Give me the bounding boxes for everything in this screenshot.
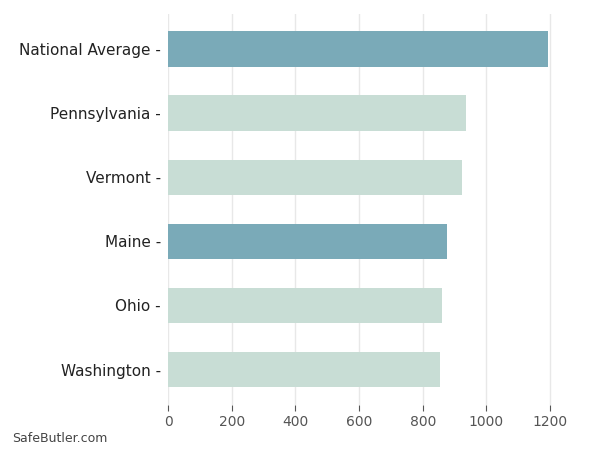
Bar (168, 288, 442, 323)
Bar (168, 95, 466, 130)
Bar (168, 160, 462, 195)
Bar (168, 352, 440, 387)
Text: SafeButler.com: SafeButler.com (12, 432, 107, 446)
Bar (168, 32, 548, 67)
Bar (168, 224, 447, 259)
